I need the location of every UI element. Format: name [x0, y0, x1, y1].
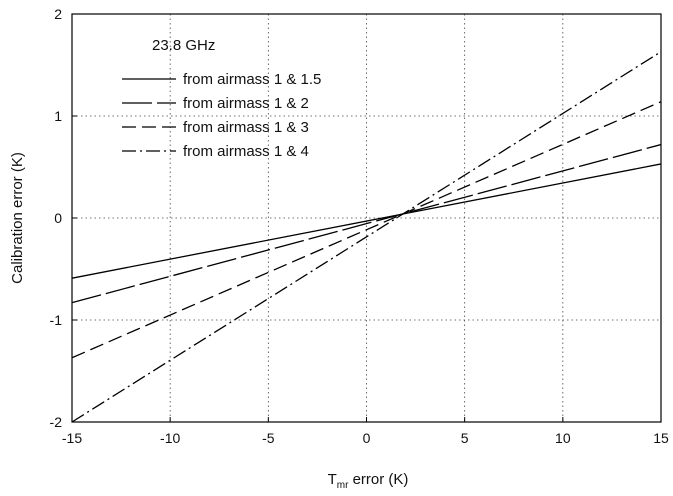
series-line-2	[71, 143, 662, 304]
series-line-4	[71, 51, 662, 423]
series-line-1	[71, 163, 662, 279]
x-tick-label: 0	[363, 430, 371, 446]
x-axis-label: Tmr error (K)	[328, 471, 409, 491]
y-tick-label: 1	[54, 108, 62, 124]
y-axis-label: Calibration error (K)	[9, 152, 26, 284]
x-tick-label: -10	[160, 430, 180, 446]
x-tick-label: -15	[62, 430, 82, 446]
legend-label-4: from airmass 1 & 4	[183, 143, 309, 160]
y-tick-label: 0	[54, 210, 62, 226]
legend-label-3: from airmass 1 & 3	[183, 119, 309, 136]
x-tick-label: 10	[555, 430, 571, 446]
series-line-3	[71, 101, 662, 359]
legend: from airmass 1 & 1.5 from airmass 1 & 2 fr…	[122, 71, 321, 160]
x-tick-label: -5	[262, 430, 275, 446]
y-tick-label: -2	[50, 414, 63, 430]
y-tick-label: -1	[50, 312, 63, 328]
x-tick-label: 5	[461, 430, 469, 446]
x-tick-label: 15	[653, 430, 669, 446]
grid-lines	[72, 14, 661, 422]
y-tick-label: 2	[54, 6, 62, 22]
legend-label-1: from airmass 1 & 1.5	[183, 71, 321, 88]
frequency-annotation: 23.8 GHz	[152, 37, 215, 54]
legend-label-2: from airmass 1 & 2	[183, 95, 309, 112]
series-lines	[71, 51, 662, 423]
